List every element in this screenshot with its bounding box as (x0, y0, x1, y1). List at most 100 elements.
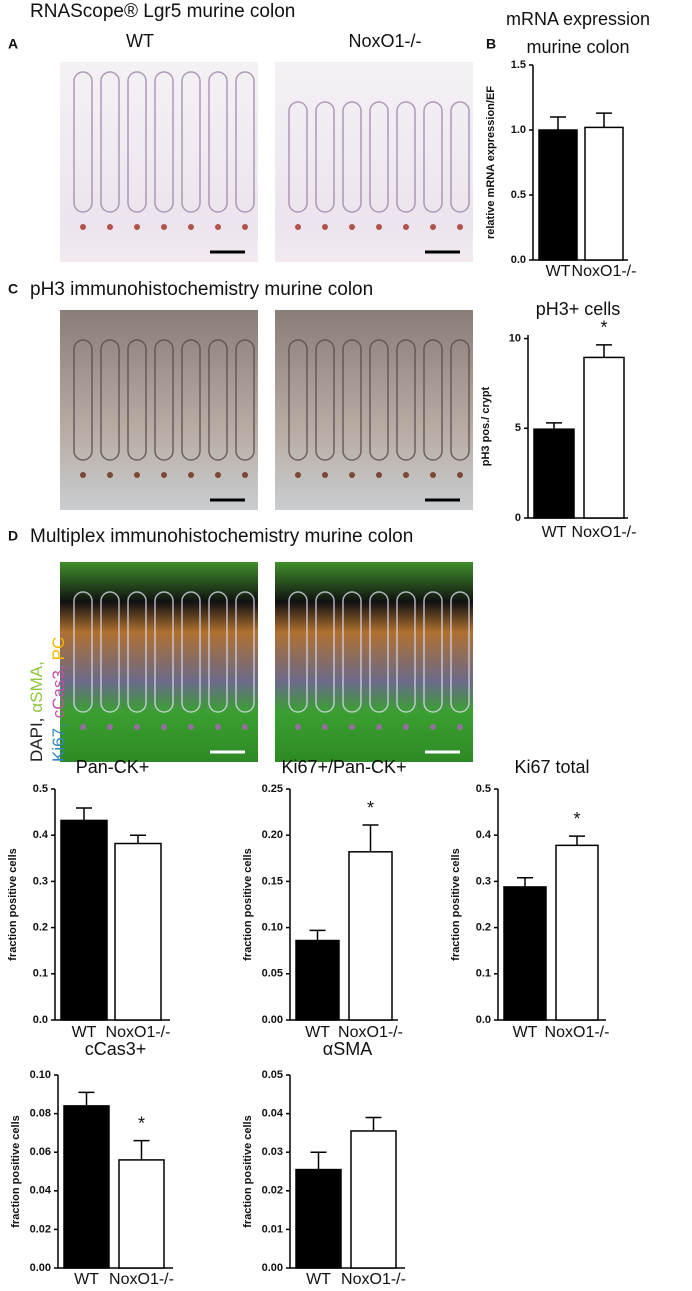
y-tick-label: 0.4 (476, 829, 492, 841)
stain-dot (107, 472, 113, 478)
stain-dot (134, 224, 140, 230)
x-tick-label: NoxO1-/- (572, 263, 637, 280)
y-tick-label: 0.5 (511, 189, 526, 201)
crypt (369, 101, 389, 213)
stain-word: PC (49, 637, 68, 661)
y-tick-label: 0.2 (33, 922, 48, 934)
x-tick-label: WT (542, 524, 567, 541)
stain-dot (80, 472, 86, 478)
crypt (235, 339, 255, 461)
significance: * (138, 1113, 145, 1133)
crypt (73, 71, 93, 213)
x-tick-label: NoxO1-/- (338, 1024, 403, 1041)
crypt (342, 591, 362, 713)
stain-dot (322, 224, 328, 230)
crypt (315, 591, 335, 713)
micrograph (60, 562, 258, 762)
chart-title: Ki67+/Pan-CK+ (281, 757, 406, 777)
stain-dot (188, 472, 194, 478)
micrograph (60, 310, 258, 510)
micrographs (60, 62, 473, 762)
crypt (208, 71, 228, 213)
y-tick-label: 0.08 (30, 1108, 51, 1120)
chart-title: mRNA expression (506, 9, 650, 29)
y-tick-label: 0.0 (511, 254, 526, 266)
crypt (73, 591, 93, 713)
stain-dot (457, 224, 463, 230)
micrograph (275, 562, 473, 762)
stain-dot (295, 472, 301, 478)
stain-dot (242, 724, 248, 730)
image-label: NoxO1-/- (348, 31, 421, 51)
y-tick-label: 0.02 (262, 1185, 283, 1197)
crypt (396, 591, 416, 713)
x-tick-label: WT (72, 1024, 97, 1041)
stain-dot (322, 724, 328, 730)
bar (118, 1159, 165, 1269)
crypt (235, 71, 255, 213)
y-tick-label: 0.1 (33, 968, 48, 980)
crypt (288, 101, 308, 213)
stain-dot (376, 224, 382, 230)
error-bar (130, 834, 146, 844)
significance: * (573, 809, 580, 829)
crypt (154, 71, 174, 213)
error-bar (76, 807, 92, 821)
panel-letter: A (8, 36, 18, 52)
y-tick-label: 0.0 (33, 1014, 48, 1026)
y-tick-label: 0.00 (262, 1262, 283, 1274)
error-bar (546, 422, 562, 430)
stain-dot (457, 724, 463, 730)
micrograph (60, 62, 258, 262)
crypt (423, 591, 443, 713)
error-bar (596, 344, 612, 358)
y-tick-label: 0.4 (33, 829, 49, 841)
bar (348, 851, 393, 1021)
x-tick-label: NoxO1-/- (109, 1271, 174, 1288)
chart-title: αSMA (323, 1039, 372, 1059)
error-bar (550, 116, 566, 130)
stain-dot (430, 224, 436, 230)
stain-dot (161, 472, 167, 478)
crypt (315, 339, 335, 461)
chart-title: pH3+ cells (536, 299, 621, 319)
y-axis-label: fraction positive cells (7, 848, 19, 960)
y-tick-label: 0.06 (30, 1146, 51, 1158)
x-tick-label: NoxO1-/- (545, 1024, 610, 1041)
stain-dot (403, 724, 409, 730)
stain-dot (161, 224, 167, 230)
crypt (396, 101, 416, 213)
x-tick-label: WT (546, 263, 571, 280)
stain-dot (349, 224, 355, 230)
bar (295, 1168, 342, 1269)
stain-dot (349, 724, 355, 730)
crypt (100, 339, 120, 461)
stain-dot (295, 224, 301, 230)
image-label: WT (126, 31, 154, 51)
y-axis-label: fraction positive cells (450, 848, 462, 960)
crypt (181, 339, 201, 461)
crypt (342, 339, 362, 461)
y-tick-label: 0.00 (262, 1014, 283, 1026)
y-tick-label: 0.2 (476, 922, 491, 934)
error-bar (596, 112, 612, 128)
stain-dot (188, 724, 194, 730)
stain-dot (242, 472, 248, 478)
error-bar (365, 1116, 382, 1131)
panel-letter: C (8, 281, 18, 297)
y-axis-label: pH3 pos./ crypt (480, 386, 492, 466)
stain-dot (107, 724, 113, 730)
stain-dot (430, 724, 436, 730)
y-tick-label: 1.0 (511, 124, 526, 136)
panel-letter: B (486, 36, 496, 52)
crypt (450, 101, 470, 213)
stain-dot (242, 224, 248, 230)
micrograph (275, 310, 473, 510)
panel-letter: D (8, 528, 18, 544)
crypt (342, 101, 362, 213)
bar (555, 844, 599, 1021)
micrograph (275, 62, 473, 262)
error-bar (309, 929, 326, 941)
panel-title: RNAScope® Lgr5 murine colon (30, 1, 295, 22)
y-tick-label: 0.04 (30, 1185, 52, 1197)
